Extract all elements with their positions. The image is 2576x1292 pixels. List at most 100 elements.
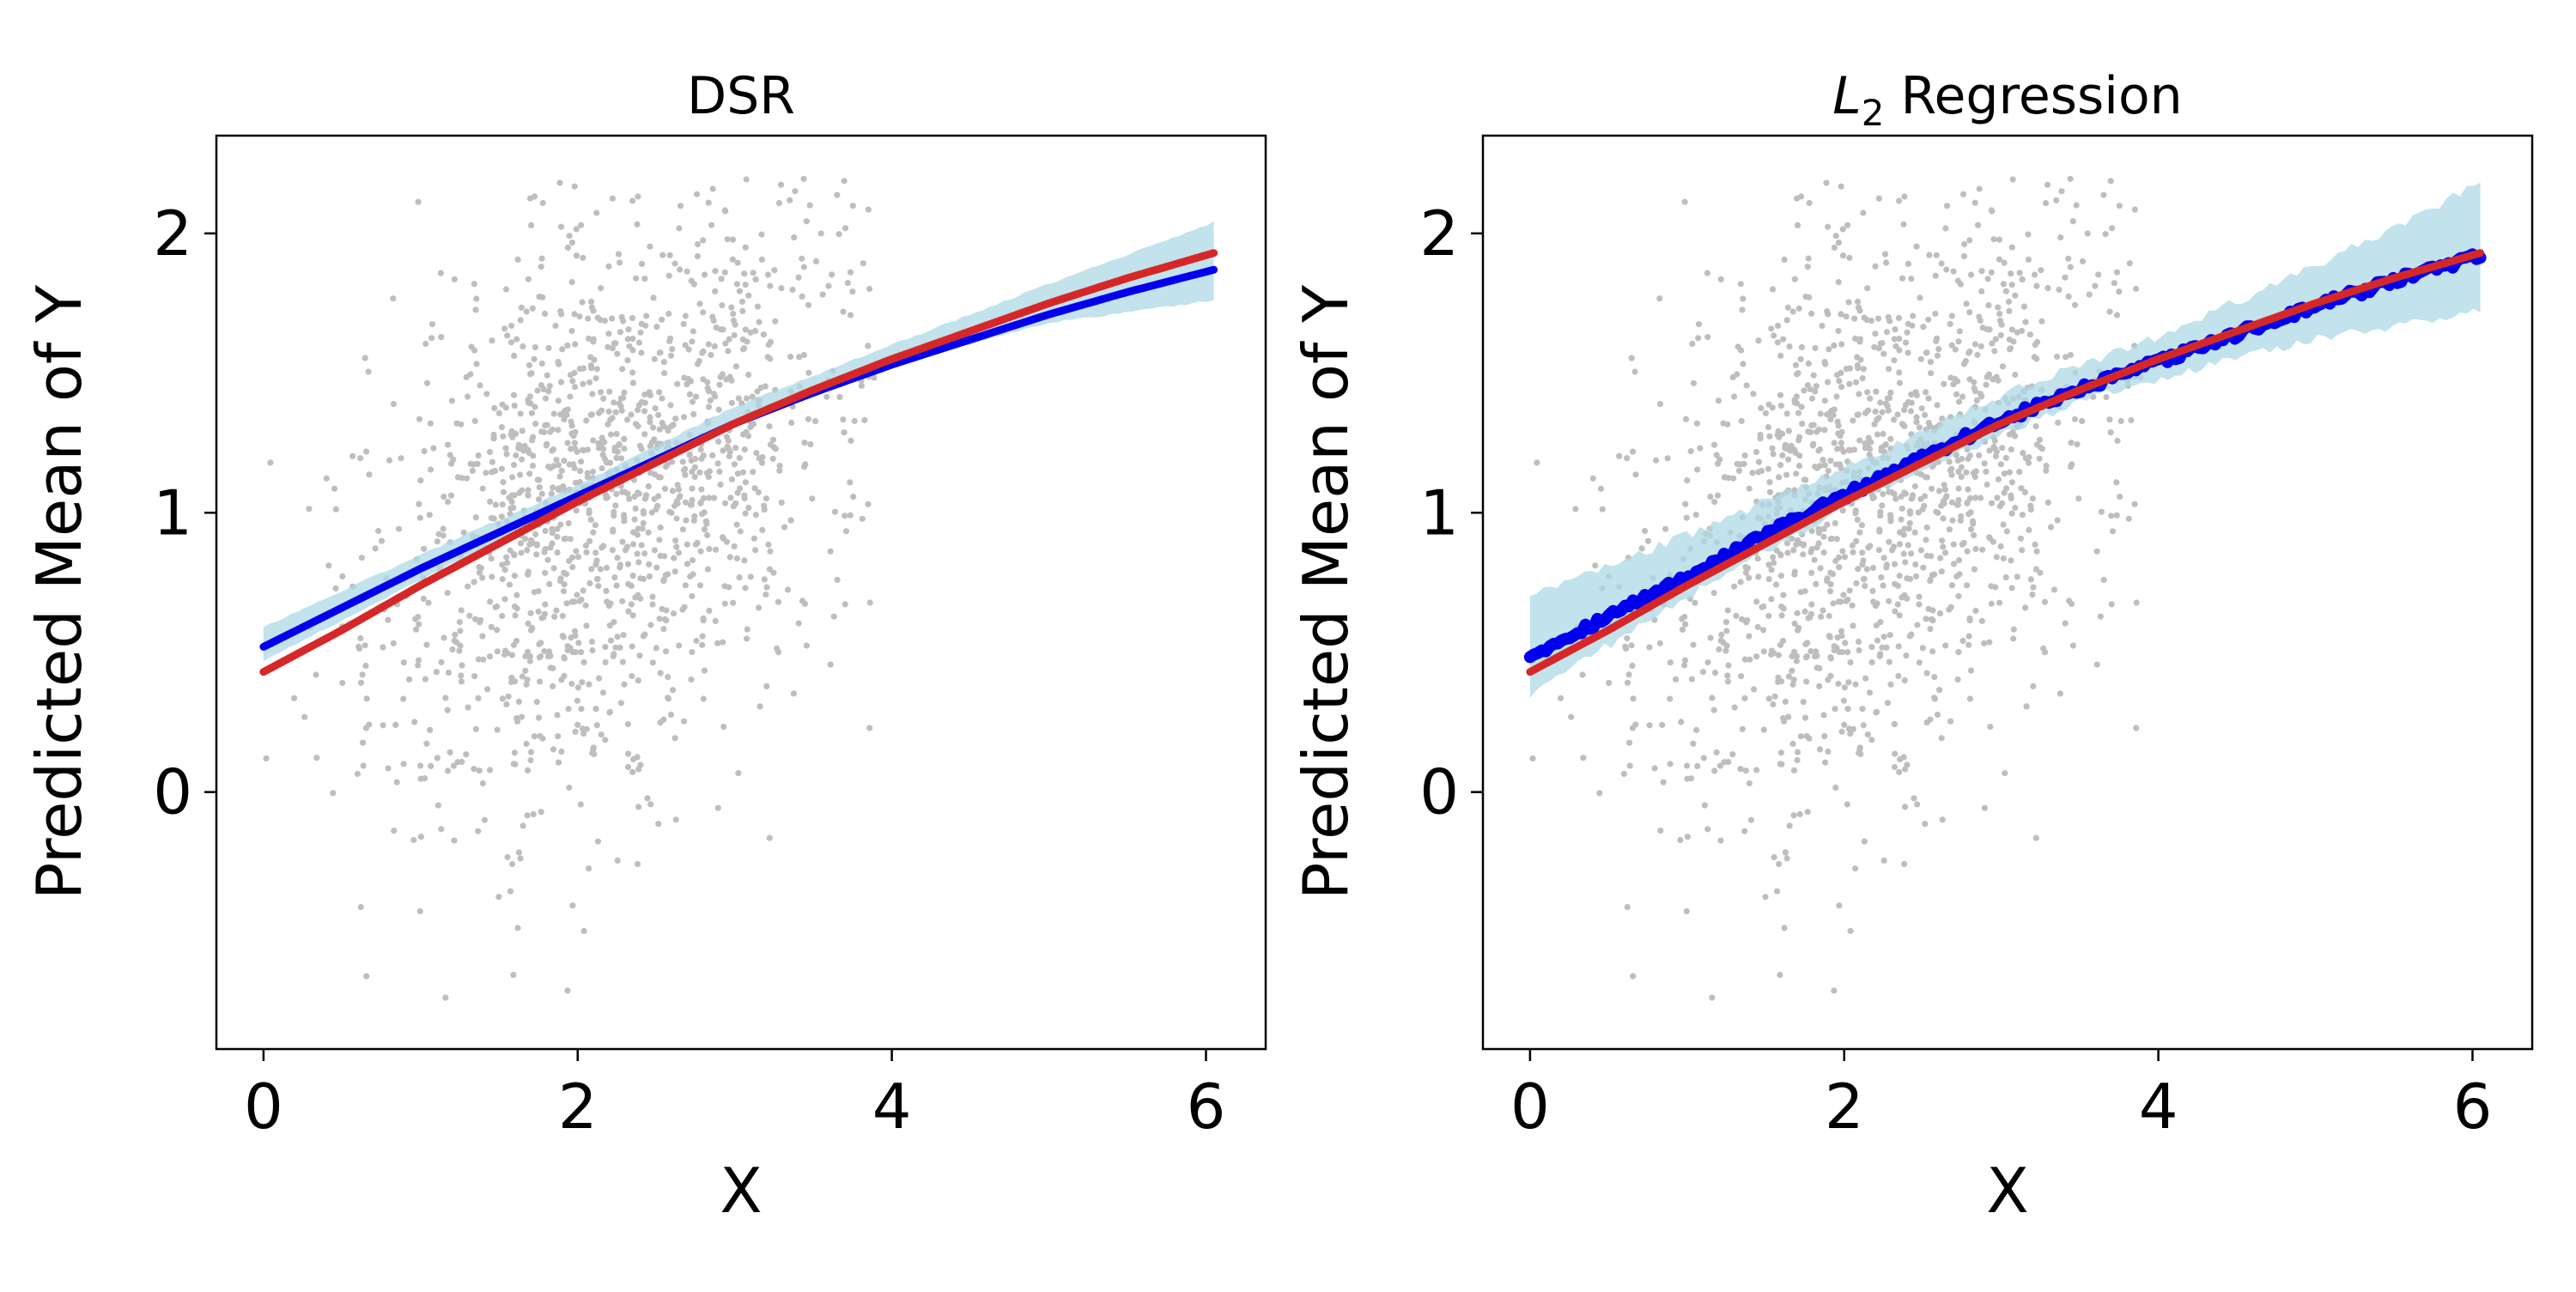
scatter-point <box>703 520 710 527</box>
scatter-point <box>2017 535 2024 542</box>
scatter-point <box>471 417 478 424</box>
scatter-point <box>1711 670 1719 676</box>
scatter-point <box>1795 437 1802 444</box>
axes-frame <box>1481 134 2534 1051</box>
scatter-point <box>750 469 756 476</box>
scatter-point <box>1955 496 1962 504</box>
y-tick-label: 1 <box>1419 476 1459 549</box>
scatter-point <box>730 599 737 606</box>
scatter-point <box>2019 276 2026 282</box>
scatter-point <box>805 301 812 308</box>
scatter-point <box>1966 309 1973 316</box>
scatter-point <box>1660 779 1667 786</box>
scatter-point <box>827 661 834 668</box>
scatter-point <box>578 458 585 465</box>
scatter-point <box>1626 739 1633 746</box>
scatter-point <box>1690 379 1698 386</box>
scatter-point <box>1938 260 1945 267</box>
scatter-point <box>1977 317 1984 324</box>
scatter-point <box>1808 310 1815 317</box>
scatter-point <box>747 573 754 580</box>
scatter-point <box>647 414 653 421</box>
scatter-point <box>2012 504 2019 512</box>
scatter-point <box>635 860 641 868</box>
scatter-point <box>1891 416 1898 423</box>
scatter-point <box>1931 571 1938 578</box>
scatter-point <box>549 447 556 454</box>
scatter-point <box>1688 676 1695 682</box>
scatter-point <box>720 534 726 541</box>
scatter-point <box>1738 417 1745 424</box>
scatter-point <box>700 452 707 459</box>
scatter-point <box>1646 722 1653 729</box>
scatter-point <box>1893 495 1899 502</box>
scatter-point <box>763 682 770 690</box>
scatter-point <box>1836 902 1843 909</box>
scatter-point <box>541 648 548 655</box>
scatter-point <box>517 855 524 862</box>
scatter-point <box>2097 613 2104 620</box>
scatter-point <box>2126 260 2133 267</box>
scatter-point <box>2003 528 2010 535</box>
scatter-point <box>1844 649 1851 656</box>
scatter-point <box>688 676 695 683</box>
scatter-point <box>834 191 841 198</box>
scatter-point <box>2093 548 2100 555</box>
scatter-point <box>511 352 518 359</box>
scatter-point <box>510 972 517 979</box>
scatter-point <box>2019 327 2026 335</box>
scatter-point <box>511 492 518 499</box>
scatter-point <box>2030 584 2037 591</box>
scatter-point <box>626 495 633 502</box>
scatter-point <box>670 610 677 617</box>
scatter-point <box>1841 721 1848 728</box>
scatter-point <box>741 557 748 564</box>
scatter-point <box>683 561 691 567</box>
scatter-point <box>1777 603 1785 610</box>
scatter-point <box>1730 475 1737 482</box>
scatter-point <box>434 538 440 545</box>
scatter-point <box>741 446 748 453</box>
scatter-point <box>547 428 554 435</box>
scatter-point <box>1838 440 1844 446</box>
y-axis-label: Predicted Mean of Y <box>1290 284 1362 900</box>
scatter-point <box>742 326 749 333</box>
scatter-point <box>1819 322 1826 330</box>
scatter-point <box>1884 700 1891 707</box>
scatter-point <box>1568 713 1575 720</box>
scatter-point <box>1846 380 1853 387</box>
scatter-point <box>640 575 647 583</box>
scatter-point <box>538 360 545 367</box>
scatter-point <box>1818 613 1825 621</box>
scatter-point <box>758 459 766 466</box>
scatter-point <box>463 373 470 380</box>
scatter-point <box>1770 451 1777 458</box>
scatter-point <box>2053 197 2060 203</box>
scatter-point <box>526 652 534 660</box>
scatter-point <box>440 634 447 641</box>
scatter-point <box>1777 391 1784 398</box>
scatter-point <box>427 420 434 427</box>
scatter-point <box>629 197 636 204</box>
scatter-point <box>1868 644 1875 651</box>
scatter-point <box>554 525 561 532</box>
scatter-point <box>1838 428 1845 435</box>
scatter-point <box>612 409 619 416</box>
scatter-point <box>1710 590 1717 597</box>
scatter-point <box>617 329 624 336</box>
scatter-point <box>844 280 851 287</box>
scatter-point <box>1572 506 1579 513</box>
scatter-point <box>2029 591 2036 598</box>
scatter-point <box>1883 564 1890 571</box>
scatter-point <box>513 452 519 459</box>
scatter-point <box>1875 195 1882 202</box>
scatter-point <box>568 279 575 286</box>
scatter-point <box>1820 525 1827 532</box>
scatter-point <box>2021 488 2028 496</box>
scatter-point <box>705 341 713 348</box>
scatter-point <box>1873 388 1880 395</box>
scatter-point <box>517 540 525 547</box>
scatter-point <box>679 606 686 613</box>
scatter-point <box>699 511 706 518</box>
scatter-point <box>1919 506 1926 513</box>
